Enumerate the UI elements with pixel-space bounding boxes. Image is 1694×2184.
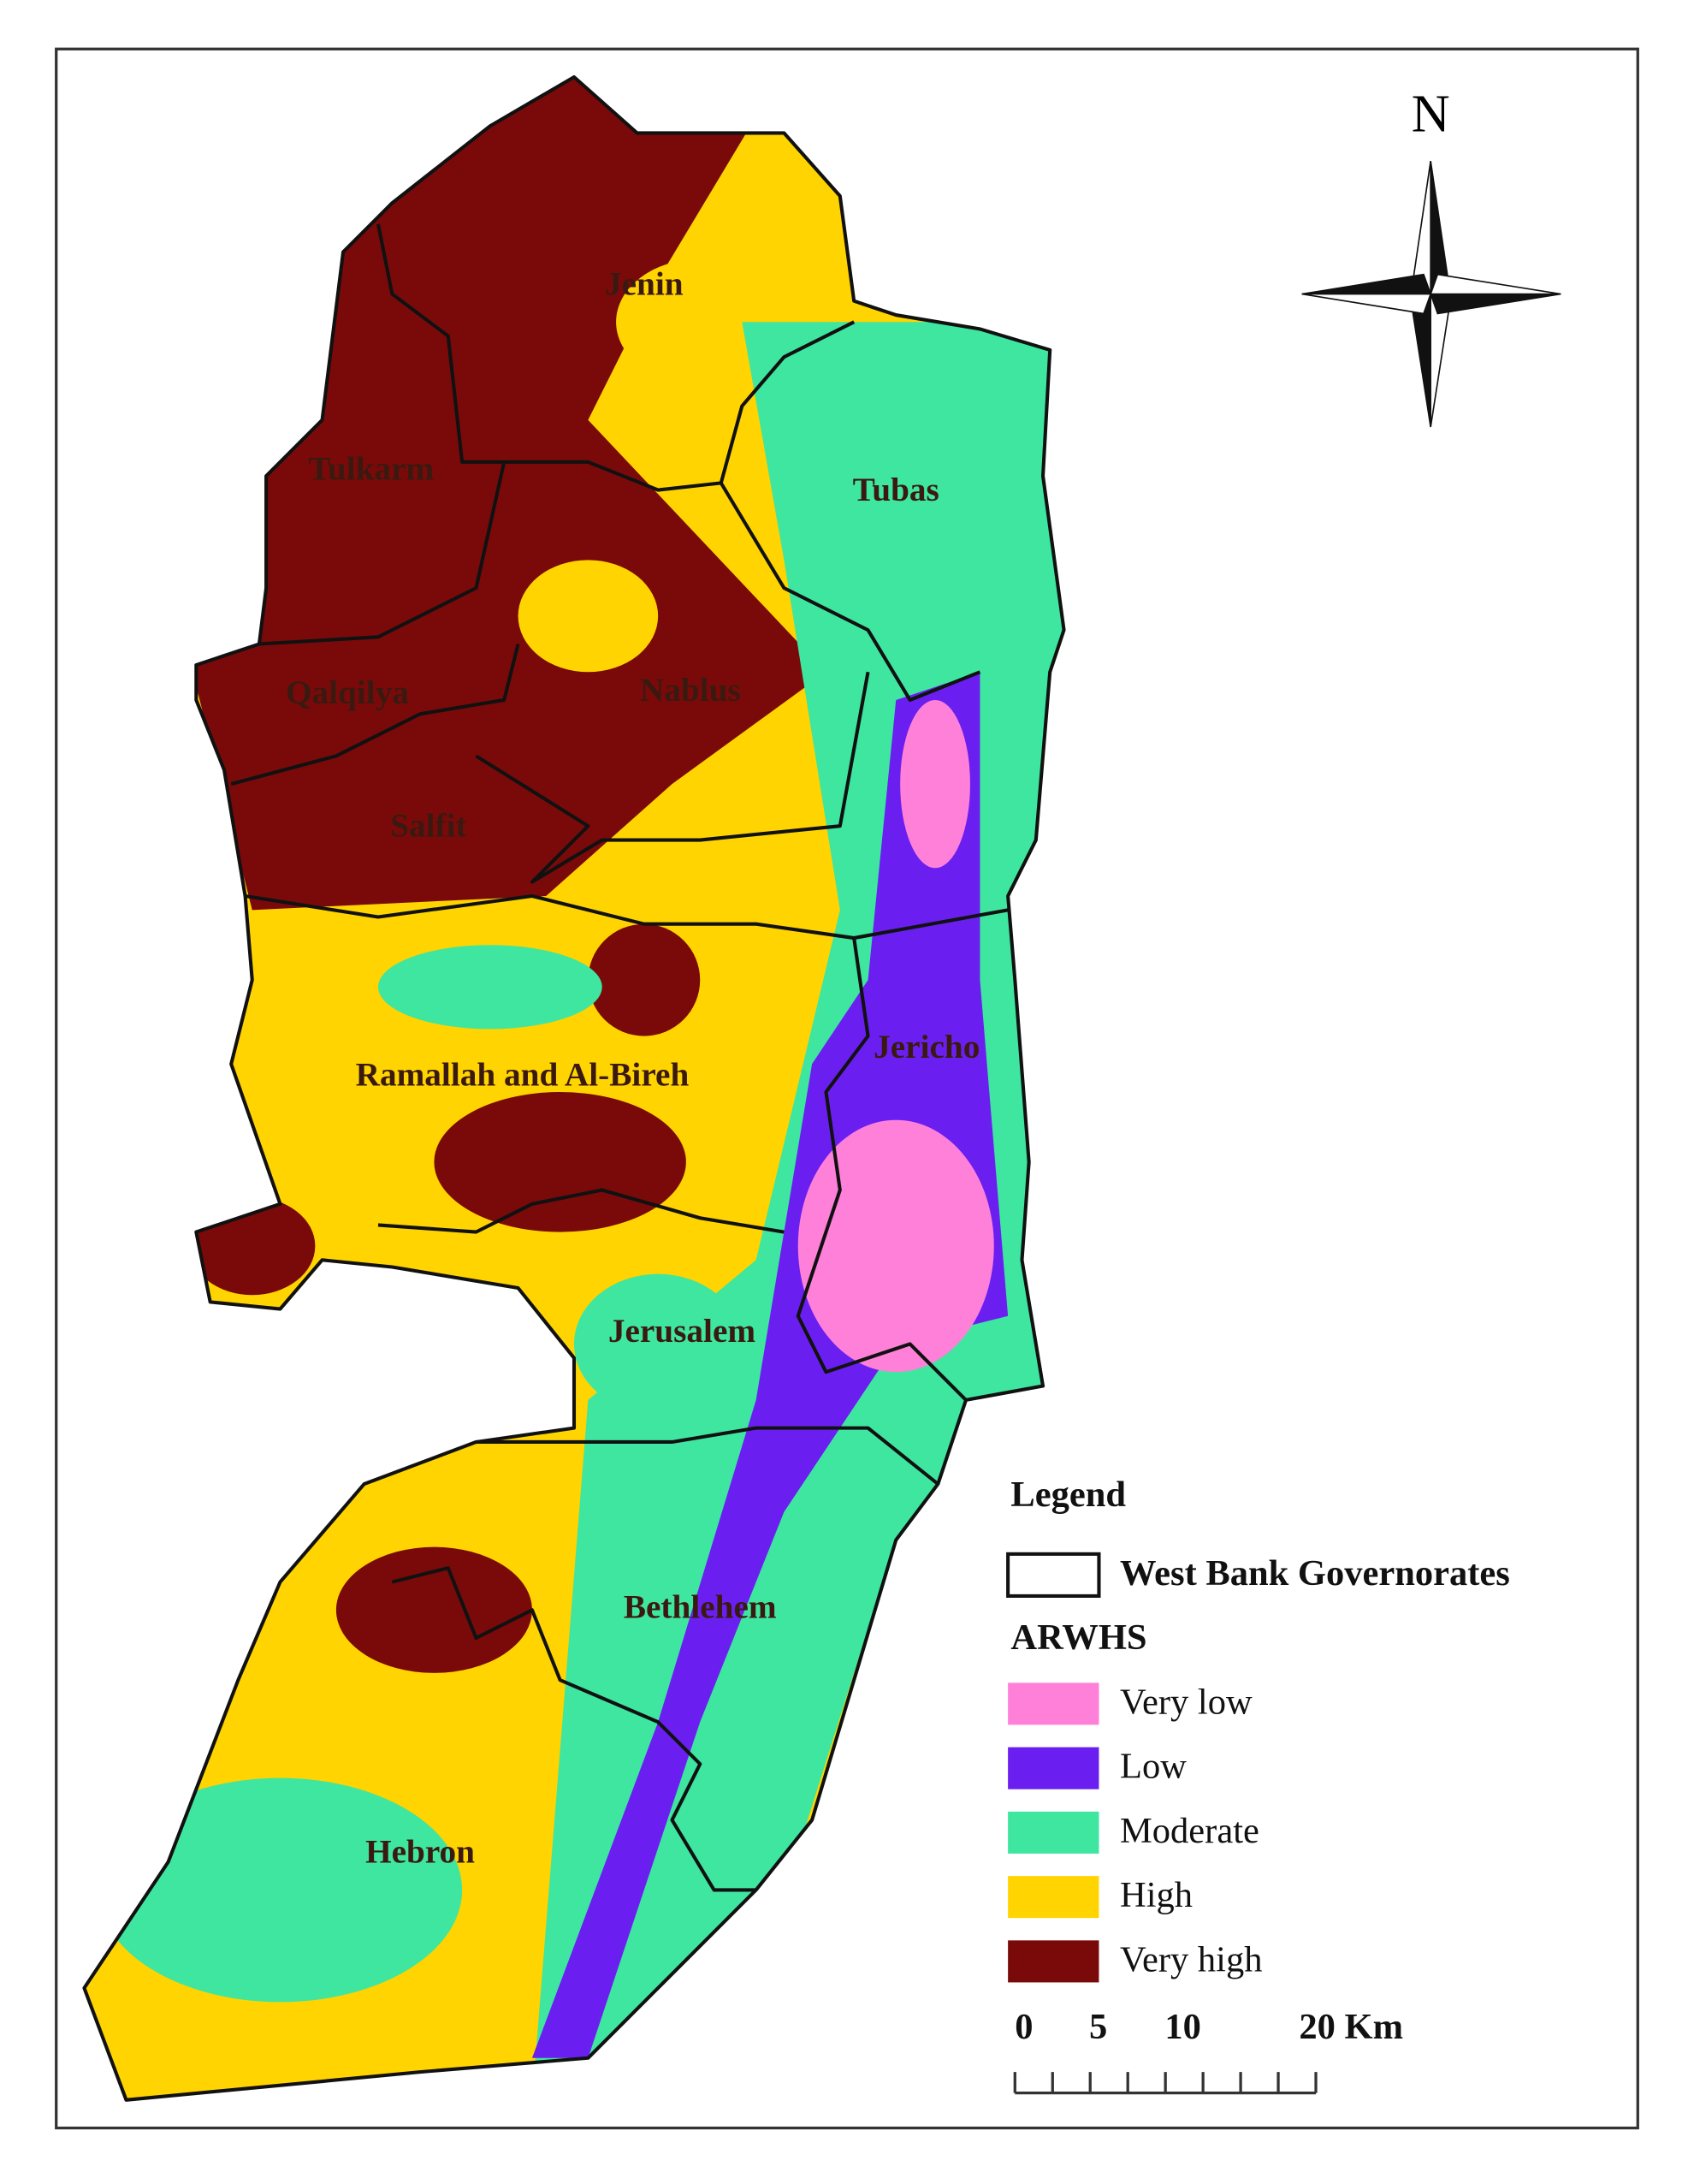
border bbox=[258, 461, 506, 646]
zone-low bbox=[531, 672, 1009, 2058]
governorate-label: Ramallah and Al-Bireh bbox=[356, 1057, 690, 1094]
scale-label: 10 bbox=[1164, 2007, 1201, 2047]
scale-bar: 0 5 10 20 Km bbox=[1013, 2007, 1403, 2095]
scale-label: 5 bbox=[1089, 2007, 1107, 2047]
arrow-part bbox=[1430, 273, 1561, 295]
zone-high bbox=[616, 258, 785, 385]
north-label: N bbox=[1412, 85, 1450, 143]
border bbox=[391, 1566, 756, 1892]
border bbox=[476, 1426, 939, 1486]
border bbox=[376, 223, 856, 492]
legend-swatch bbox=[1008, 1683, 1099, 1725]
zone-very-high bbox=[588, 923, 701, 1036]
north-arrow: N bbox=[1301, 85, 1561, 428]
boundary-swatch bbox=[1006, 1552, 1101, 1598]
zone-moderate bbox=[98, 1777, 463, 2003]
governorate-label: Qalqilya bbox=[286, 674, 409, 711]
legend-swatch bbox=[1008, 1747, 1099, 1789]
zone-moderate bbox=[574, 1273, 743, 1415]
zone-very-low bbox=[900, 699, 970, 869]
legend-swatch bbox=[1008, 1940, 1099, 1983]
zone-very-high bbox=[434, 1092, 686, 1232]
governorate-label: Tubas bbox=[853, 472, 939, 508]
legend: Legend West Bank Governorates ARWHS Very… bbox=[1006, 1475, 1510, 1983]
legend-label: Low bbox=[1120, 1747, 1187, 1787]
governorate-label: Tulkarm bbox=[308, 450, 434, 487]
border bbox=[720, 482, 981, 702]
governorate-label: Salfit bbox=[390, 807, 466, 844]
governorate-label: Nablus bbox=[640, 672, 741, 709]
boundary-label: West Bank Governorates bbox=[1120, 1553, 1510, 1593]
governorate-borders bbox=[84, 77, 1063, 2100]
zone-very-high bbox=[181, 76, 826, 911]
scale-label: 0 bbox=[1015, 2007, 1033, 2047]
zone-very-high bbox=[335, 1546, 532, 1673]
border bbox=[475, 671, 870, 884]
legend-label: High bbox=[1120, 1875, 1193, 1915]
legend-title: Legend bbox=[1010, 1475, 1126, 1515]
zone-high bbox=[518, 560, 659, 673]
zone-very-low bbox=[797, 1119, 994, 1373]
legend-swatch bbox=[1008, 1811, 1099, 1854]
governorate-label: Bethlehem bbox=[624, 1588, 777, 1625]
arrow-part bbox=[1301, 293, 1432, 315]
governorate-label: Jenin bbox=[605, 265, 684, 302]
governorate-label: Jerusalem bbox=[608, 1313, 756, 1350]
governorate-label: Hebron bbox=[365, 1834, 475, 1871]
scale-label: 20 Km bbox=[1299, 2007, 1403, 2047]
border bbox=[230, 644, 520, 786]
legend-swatch bbox=[1008, 1876, 1099, 1919]
classes-title: ARWHS bbox=[1010, 1617, 1146, 1658]
border bbox=[796, 937, 968, 1402]
legend-label: Moderate bbox=[1120, 1811, 1259, 1851]
legend-label: Very high bbox=[1120, 1939, 1263, 1979]
legend-label: Very low bbox=[1120, 1682, 1253, 1722]
zone-moderate bbox=[377, 945, 602, 1030]
governorate-label: Jericho bbox=[874, 1029, 980, 1065]
governorate-labels: Jenin Tubas Tulkarm Qalqilya Nablus Salf… bbox=[286, 265, 980, 1870]
legend-items: Very low Low Moderate High Very high bbox=[1008, 1682, 1263, 1983]
border bbox=[377, 1188, 785, 1234]
